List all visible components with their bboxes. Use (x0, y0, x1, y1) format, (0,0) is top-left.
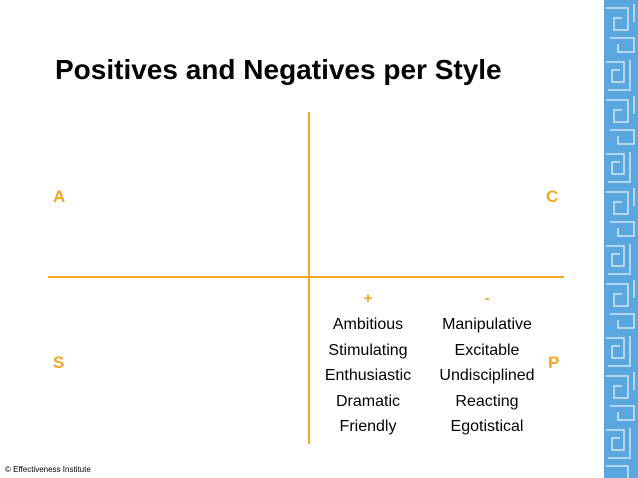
negative-item: Egotistical (450, 418, 524, 435)
quadrant-label-c: C (546, 187, 559, 206)
positive-item: Ambitious (332, 316, 404, 333)
negative-item: Undisciplined (439, 367, 535, 384)
positive-item: Enthusiastic (324, 367, 412, 384)
slide-title: Positives and Negatives per Style (55, 54, 502, 85)
vertical-axis-line (308, 112, 310, 444)
quadrant-label-a: A (53, 187, 66, 206)
positive-item: Dramatic (335, 392, 400, 410)
negative-item: Reacting (455, 392, 519, 410)
positive-item: Stimulating (328, 341, 408, 359)
positive-item: Friendly (339, 418, 397, 435)
copyright-footer: © Effectiveness Institute (5, 465, 91, 474)
negatives-header: - (484, 290, 490, 307)
horizontal-axis-line (48, 276, 564, 278)
negatives-column: - Manipulative Excitable Undisciplined R… (431, 290, 543, 440)
positives-header: + (363, 290, 373, 307)
positives-column: + Ambitious Stimulating Enthusiastic Dra… (313, 290, 423, 440)
pattern-lines (606, 4, 635, 478)
negative-item: Excitable (454, 341, 520, 359)
negative-item: Manipulative (442, 316, 532, 333)
decorative-pattern (604, 0, 638, 478)
quadrant-label-s: S (53, 353, 65, 372)
quadrant-label-p: P (548, 353, 560, 372)
